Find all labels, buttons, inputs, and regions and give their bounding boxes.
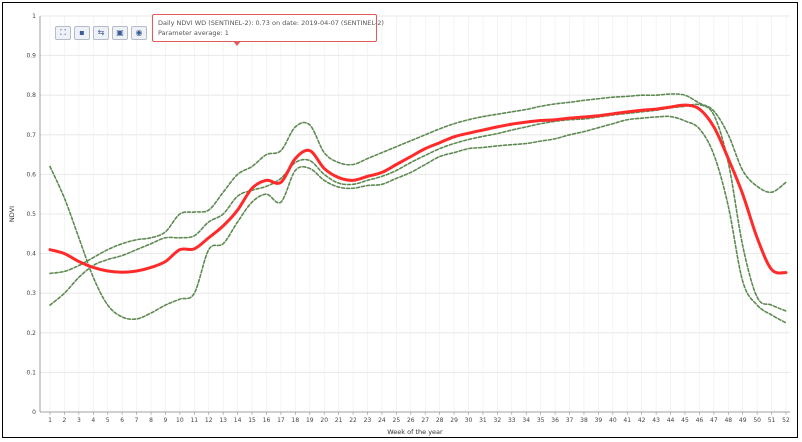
x-tick-label: 10 [176,417,184,424]
y-tick-label: 0.4 [26,251,36,258]
x-tick-label: 30 [465,417,473,424]
tooltip-line-parameter: Parameter average: 1 [158,29,229,37]
y-tick-label: 0.1 [26,369,36,376]
tooltip-line-value: Daily NDVI WD (SENTINEL-2): 0.73 on date… [158,19,384,27]
data-tooltip: Daily NDVI WD (SENTINEL-2): 0.73 on date… [152,14,384,42]
lower-bound-series-line [49,115,787,324]
y-tick-label: 0.7 [26,132,36,139]
zoom-reset-button[interactable]: ⛶ [55,26,71,40]
x-tick-label: 40 [609,417,617,424]
x-tick-label: 4 [91,417,95,424]
y-tick-label: 0.2 [26,330,36,337]
upper-bound-series-line [49,93,787,275]
y-tick-label: 0.3 [26,290,36,297]
x-tick-label: 43 [652,417,660,424]
y-tick-label: 0.8 [26,92,36,99]
x-tick-label: 32 [494,417,502,424]
y-axis-label: NDVI [8,206,16,222]
tooltip-pointer [233,41,241,46]
x-tick-label: 20 [320,417,328,424]
x-axis-label: Week of the year [387,428,443,436]
x-tick-label: 29 [450,417,458,424]
x-tick-label: 39 [595,417,603,424]
x-tick-label: 22 [349,417,357,424]
y-tick-label: 0.6 [26,171,36,178]
x-tick-label: 37 [566,417,574,424]
x-tick-label: 9 [164,417,168,424]
x-tick-label: 45 [681,417,689,424]
x-tick-label: 50 [753,417,761,424]
chart-frame [2,2,798,438]
x-tick-label: 7 [135,417,139,424]
share-icon: ⇆ [97,28,105,37]
y-tick-label: 0.9 [26,53,36,60]
x-tick-label: 26 [407,417,415,424]
x-tick-label: 46 [696,417,704,424]
x-tick-label: 1 [48,417,52,424]
x-tick-label: 47 [710,417,718,424]
x-tick-label: 48 [724,417,732,424]
x-tick-label: 42 [638,417,646,424]
x-tick-label: 21 [335,417,343,424]
x-tick-label: 5 [106,417,110,424]
x-tick-label: 36 [551,417,559,424]
y-tick-label: 1 [32,13,36,20]
x-tick-label: 19 [306,417,314,424]
extra-bound-series-line [49,103,787,312]
x-tick-label: 12 [205,417,213,424]
x-tick-label: 16 [263,417,271,424]
x-tick-label: 13 [219,417,227,424]
save-button[interactable]: ▪ [74,26,90,40]
view-button[interactable]: ◉ [131,26,147,40]
x-tick-label: 51 [768,417,776,424]
x-tick-label: 44 [667,417,675,424]
chart-toolbar: ⛶ ▪ ⇆ ▣ ◉ [55,26,147,40]
x-tick-label: 14 [234,417,242,424]
x-tick-label: 35 [537,417,545,424]
x-tick-label: 18 [292,417,300,424]
x-tick-label: 34 [522,417,530,424]
y-tick-label: 0 [32,409,36,416]
y-tick-label: 0.5 [26,211,36,218]
x-tick-label: 15 [248,417,256,424]
image-button[interactable]: ▣ [112,26,128,40]
x-tick-label: 52 [782,417,790,424]
x-tick-label: 49 [739,417,747,424]
x-tick-label: 41 [623,417,631,424]
share-button[interactable]: ⇆ [93,26,109,40]
x-tick-label: 28 [436,417,444,424]
x-tick-label: 17 [277,417,285,424]
x-tick-label: 2 [63,417,67,424]
x-tick-label: 33 [508,417,516,424]
mean-series-line [48,103,788,275]
x-tick-label: 8 [149,417,153,424]
save-icon: ▪ [79,28,85,37]
x-tick-label: 11 [190,417,198,424]
x-tick-label: 27 [421,417,429,424]
x-tick-label: 25 [393,417,401,424]
x-tick-label: 24 [378,417,386,424]
x-tick-label: 31 [479,417,487,424]
image-icon: ▣ [116,28,124,37]
x-tick-label: 6 [120,417,124,424]
x-tick-label: 3 [77,417,81,424]
eye-icon: ◉ [135,28,143,37]
x-tick-label: 38 [580,417,588,424]
expand-icon: ⛶ [60,28,66,37]
x-tick-label: 23 [364,417,372,424]
